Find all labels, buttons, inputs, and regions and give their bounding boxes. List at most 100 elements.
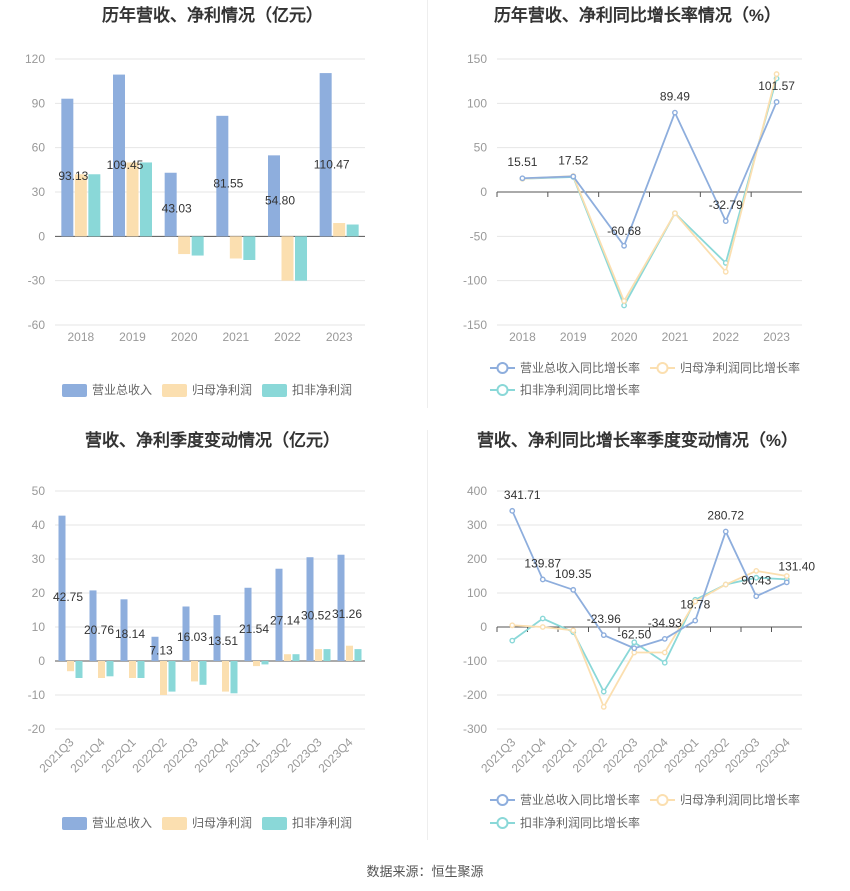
- legend-marker: [496, 817, 509, 829]
- y-tick-label: 0: [480, 620, 487, 634]
- bar-data-label: 18.14: [115, 627, 145, 641]
- point-revenue: [722, 528, 729, 535]
- bar-revenue: [164, 172, 177, 237]
- bar-netprofit: [160, 661, 167, 695]
- legend-marker: [656, 794, 669, 806]
- legend-label: 营业总收入: [92, 816, 152, 830]
- line-data-label: 131.40: [778, 559, 815, 573]
- bar-deducted: [191, 236, 204, 256]
- p1-svg: 历年营收、净利情况（亿元） -60 -30 0 30 60 90 120 2018 2019 202…: [25, 5, 365, 397]
- quarterly-growth-rate-chart: 营收、净利同比增长率季度变动情况（%） -300 -200 -100 0 100 200 30…: [425, 425, 850, 845]
- legend-item-revenue: 营业总收入同比增长率: [490, 792, 640, 807]
- line-data-label: 139.87: [524, 556, 561, 570]
- y-tick-label: -20: [28, 722, 46, 736]
- y-tick-label: 150: [467, 52, 487, 66]
- legend-label: 归母净利润: [192, 383, 252, 397]
- bar-netprofit: [346, 645, 353, 661]
- legend-label: 扣非净利润: [292, 816, 352, 830]
- y-tick-label: 200: [467, 552, 487, 566]
- panel-divider-top: [427, 0, 428, 408]
- legend-swatch: [262, 817, 287, 830]
- point-deducted: [661, 659, 668, 666]
- bar-data-label: 7.13: [149, 643, 173, 657]
- line-data-label: 101.57: [758, 79, 795, 93]
- bar-data-label: 20.76: [84, 623, 114, 637]
- line-data-label: 109.35: [555, 567, 592, 581]
- point-netprofit: [672, 210, 678, 217]
- bar-revenue: [113, 74, 125, 237]
- bar-data-label: 13.51: [208, 634, 238, 648]
- bar-netprofit: [178, 236, 191, 255]
- y-tick-label: -300: [463, 722, 487, 736]
- line-revenue: [522, 101, 778, 248]
- data-source: 数据来源：恒生聚源: [366, 864, 484, 879]
- x-tick-label: 2018: [67, 330, 94, 344]
- point-revenue: [773, 99, 780, 105]
- bar-netprofit: [191, 661, 198, 682]
- legend-item-netprofit: 归母净利润: [162, 383, 252, 397]
- x-tick-label: 2023Q4: [753, 735, 793, 775]
- point-netprofit: [570, 627, 577, 634]
- point-revenue: [570, 173, 577, 180]
- point-deducted: [631, 639, 638, 646]
- legend-item-netprofit: 归母净利润同比增长率: [650, 792, 800, 807]
- point-netprofit: [661, 649, 668, 656]
- point-revenue: [570, 586, 577, 593]
- y-tick-label: -30: [28, 274, 46, 288]
- bar-data-label: 93.13: [58, 169, 88, 183]
- y-tick-label: 60: [32, 141, 46, 155]
- bar-deducted: [140, 162, 152, 237]
- legend-marker: [496, 362, 509, 374]
- point-revenue: [783, 579, 790, 586]
- p4-svg: 营收、净利同比增长率季度变动情况（%） -300 -200 -100 0 100 200 30…: [463, 430, 815, 830]
- chart-title: 历年营收、净利情况（亿元）: [102, 5, 323, 25]
- point-revenue: [509, 507, 516, 514]
- point-revenue: [722, 218, 729, 224]
- y-tick-label: 0: [38, 229, 45, 243]
- chart-title: 历年营收、净利同比增长率情况（%）: [494, 5, 781, 25]
- bar-deducted: [137, 661, 145, 678]
- x-tick-label: 2021: [222, 330, 249, 344]
- y-tick-label: 50: [32, 484, 46, 498]
- point-deducted: [753, 574, 760, 581]
- point-netprofit: [621, 298, 627, 304]
- point-deducted: [539, 615, 546, 622]
- y-tick-label: -60: [28, 318, 46, 332]
- bar-revenue: [120, 599, 128, 661]
- point-revenue: [600, 632, 607, 639]
- y-tick-label: 100: [467, 96, 487, 110]
- x-tick-label: 2022: [274, 330, 301, 344]
- point-revenue: [753, 593, 760, 600]
- bar-deducted: [346, 224, 359, 237]
- bar-data-label: 30.52: [301, 608, 331, 622]
- bar-data-label: 16.03: [177, 630, 207, 644]
- x-tick-label: 2023Q4: [316, 735, 356, 775]
- legend-label: 营业总收入同比增长率: [520, 360, 640, 375]
- bar-deducted: [230, 661, 238, 694]
- line-data-label: 15.51: [507, 155, 537, 169]
- quarterly-revenue-profit-chart: 营收、净利季度变动情况（亿元） -20 -10 0 10 20 30 40 50 2021Q3 20…: [0, 425, 425, 845]
- y-tick-label: -100: [463, 654, 487, 668]
- bar-revenue: [275, 568, 283, 661]
- bar-revenue: [61, 98, 74, 237]
- legend-label: 扣非净利润同比增长率: [520, 382, 640, 397]
- point-netprofit: [722, 581, 729, 588]
- line-data-label: 89.49: [660, 90, 690, 104]
- bar-data-label: 54.80: [265, 194, 295, 208]
- x-tick-label: 2019: [119, 330, 146, 344]
- legend-label: 营业总收入: [92, 383, 152, 397]
- point-netprofit: [753, 567, 760, 574]
- panel-divider-bottom: [427, 430, 428, 840]
- bar-data-label: 81.55: [213, 176, 243, 190]
- y-tick-label: 400: [467, 484, 487, 498]
- point-revenue: [672, 109, 678, 116]
- point-netprofit: [509, 622, 516, 629]
- legend-item-revenue: 营业总收入: [62, 383, 152, 397]
- y-tick-label: 90: [32, 96, 46, 110]
- bar-deducted: [75, 661, 83, 678]
- p2-svg: 历年营收、净利同比增长率情况（%） -150 -100 -50 0 50 100 150 201…: [463, 5, 802, 397]
- y-tick-label: -100: [463, 274, 487, 288]
- legend-item-netprofit: 归母净利润: [162, 816, 252, 830]
- point-deducted: [600, 688, 607, 695]
- chart-title: 营收、净利季度变动情况（亿元）: [85, 430, 340, 450]
